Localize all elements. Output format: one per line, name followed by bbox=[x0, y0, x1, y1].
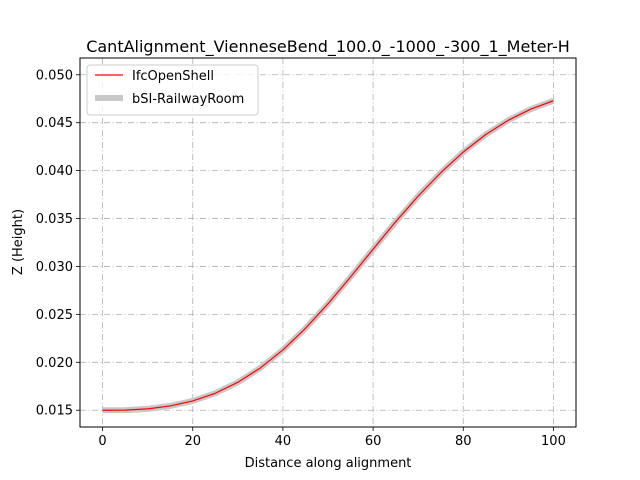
plot-frame bbox=[79, 57, 577, 428]
x-tick-label: 40 bbox=[275, 434, 292, 449]
legend-box bbox=[86, 64, 259, 116]
y-tick-label: 0.030 bbox=[36, 260, 73, 275]
legend-label-bsi-railwayroom: bSI-RailwayRoom bbox=[132, 92, 244, 107]
legend: IfcOpenShell bSI-RailwayRoom bbox=[86, 64, 259, 116]
y-tick-label: 0.025 bbox=[36, 308, 73, 323]
y-tick-label: 0.020 bbox=[36, 356, 73, 371]
y-tick-label: 0.035 bbox=[36, 212, 73, 227]
x-tick-label: 20 bbox=[184, 434, 201, 449]
grid bbox=[80, 58, 576, 427]
legend-label-ifcopenshell: IfcOpenShell bbox=[132, 69, 214, 84]
y-tick-label: 0.015 bbox=[36, 404, 73, 419]
x-tick-label: 80 bbox=[455, 434, 472, 449]
y-tick-label: 0.040 bbox=[36, 164, 73, 179]
y-tick-label: 0.050 bbox=[36, 68, 73, 83]
chart-title: CantAlignment_VienneseBend_100.0_-1000_-… bbox=[86, 37, 570, 57]
x-axis-label: Distance along alignment bbox=[245, 456, 412, 471]
y-tick-label: 0.045 bbox=[36, 116, 73, 131]
x-tick-label: 100 bbox=[541, 434, 566, 449]
y-axis-label: Z (Height) bbox=[11, 209, 26, 275]
series-layer bbox=[102, 97, 555, 414]
ticks: 0 20 40 60 80 100 0.015 0.020 0.025 0.030 0.035 0.0… bbox=[36, 68, 566, 449]
x-tick-label: 60 bbox=[365, 434, 382, 449]
series-line-ifcopenshell bbox=[102, 100, 554, 411]
x-tick-label: 0 bbox=[98, 434, 106, 449]
